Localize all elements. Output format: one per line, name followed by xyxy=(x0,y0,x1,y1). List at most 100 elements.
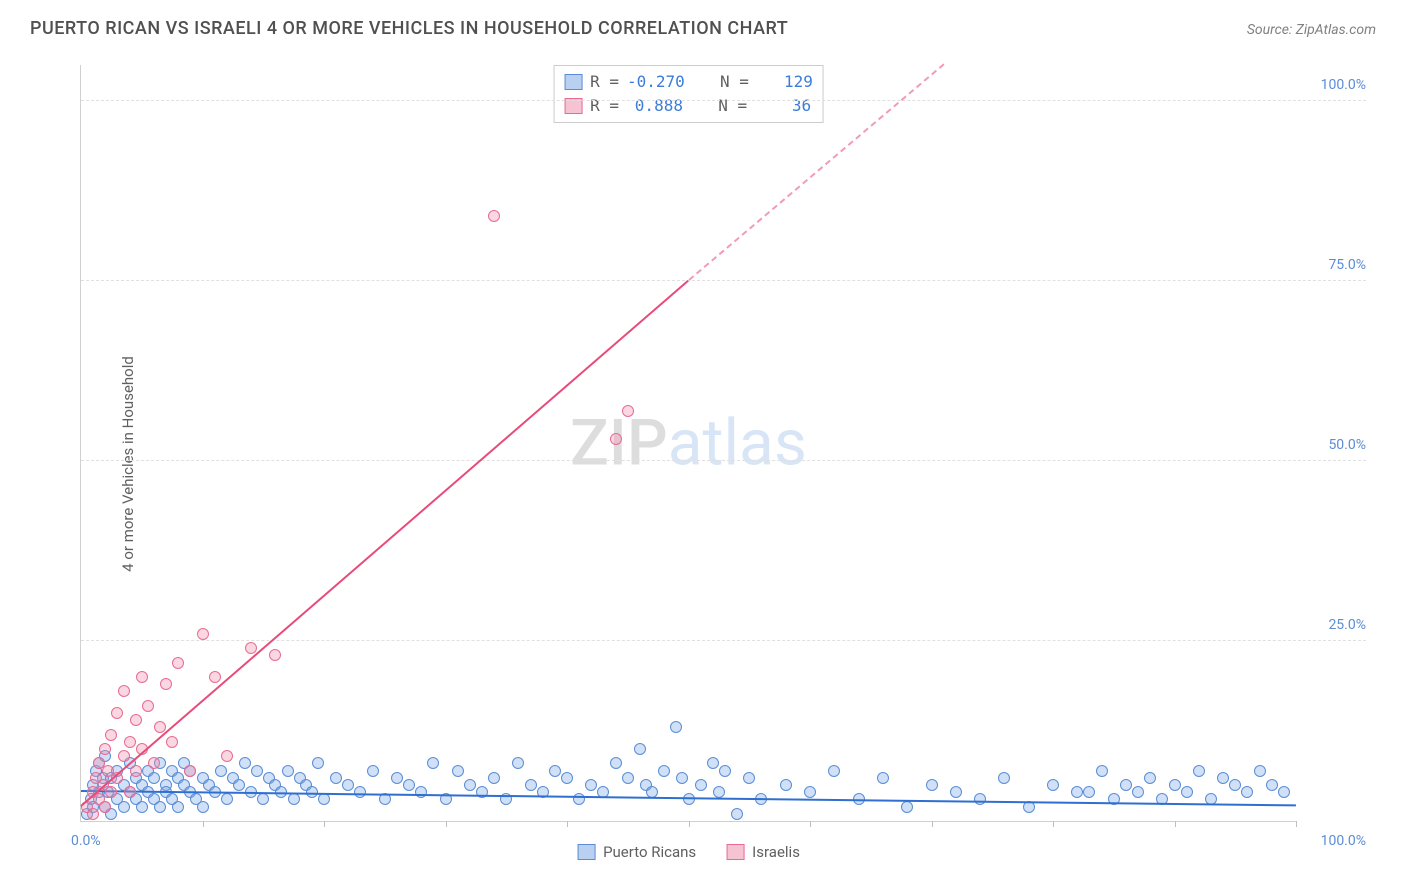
data-point xyxy=(342,779,354,791)
data-point xyxy=(1132,786,1144,798)
data-point xyxy=(622,772,634,784)
data-point xyxy=(780,779,792,791)
data-point xyxy=(148,772,160,784)
data-point xyxy=(974,793,986,805)
data-point xyxy=(403,779,415,791)
data-point xyxy=(221,793,233,805)
y-tick-label: 50.0% xyxy=(1306,437,1366,453)
data-point xyxy=(525,779,537,791)
data-point xyxy=(1083,786,1095,798)
data-point xyxy=(197,628,209,640)
data-point xyxy=(160,678,172,690)
data-point xyxy=(136,671,148,683)
trend-line xyxy=(80,279,689,806)
series-swatch xyxy=(577,844,595,860)
gridline xyxy=(81,460,1366,461)
series-swatch xyxy=(726,844,744,860)
data-point xyxy=(209,671,221,683)
data-point xyxy=(634,743,646,755)
data-point xyxy=(683,793,695,805)
data-point xyxy=(585,779,597,791)
data-point xyxy=(676,772,688,784)
data-point xyxy=(1096,765,1108,777)
data-point xyxy=(707,757,719,769)
data-point xyxy=(998,772,1010,784)
data-point xyxy=(1071,786,1083,798)
n-value: 36 xyxy=(755,94,811,118)
data-point xyxy=(1120,779,1132,791)
gridline xyxy=(81,100,1366,101)
data-point xyxy=(549,765,561,777)
x-axis-origin-label: 0.0% xyxy=(71,833,101,849)
data-point xyxy=(330,772,342,784)
data-point xyxy=(118,750,130,762)
n-label: N = xyxy=(720,70,749,94)
data-point xyxy=(130,765,142,777)
stats-row: R =0.888 N =36 xyxy=(564,94,813,118)
series-legend: Puerto RicansIsraelis xyxy=(577,843,800,861)
data-point xyxy=(118,685,130,697)
data-point xyxy=(221,750,233,762)
x-axis-max-label: 100.0% xyxy=(1306,833,1366,849)
data-point xyxy=(488,772,500,784)
data-point xyxy=(130,714,142,726)
y-tick-label: 100.0% xyxy=(1306,77,1366,93)
data-point xyxy=(713,786,725,798)
data-point xyxy=(239,757,251,769)
data-point xyxy=(828,765,840,777)
data-point xyxy=(312,757,324,769)
x-tick xyxy=(203,821,204,827)
data-point xyxy=(166,736,178,748)
data-point xyxy=(99,743,111,755)
data-point xyxy=(105,729,117,741)
correlation-stats-box: R =-0.270 N =129R =0.888 N =36 xyxy=(553,65,824,123)
data-point xyxy=(658,765,670,777)
data-point xyxy=(215,765,227,777)
data-point xyxy=(288,793,300,805)
r-label: R = xyxy=(590,70,619,94)
data-point xyxy=(452,765,464,777)
data-point xyxy=(172,657,184,669)
data-point xyxy=(136,801,148,813)
data-point xyxy=(318,793,330,805)
y-tick-label: 25.0% xyxy=(1306,617,1366,633)
data-point xyxy=(488,210,500,222)
data-point xyxy=(269,649,281,661)
data-point xyxy=(251,765,263,777)
x-tick xyxy=(1053,821,1054,827)
data-point xyxy=(282,765,294,777)
data-point xyxy=(415,786,427,798)
data-point xyxy=(124,736,136,748)
data-point xyxy=(622,405,634,417)
data-point xyxy=(87,808,99,820)
header: PUERTO RICAN VS ISRAELI 4 OR MORE VEHICL… xyxy=(0,0,1406,47)
data-point xyxy=(148,757,160,769)
data-point xyxy=(99,801,111,813)
data-point xyxy=(950,786,962,798)
data-point xyxy=(1181,786,1193,798)
data-point xyxy=(743,772,755,784)
n-value: 129 xyxy=(757,70,813,94)
y-tick-label: 75.0% xyxy=(1306,257,1366,273)
data-point xyxy=(367,765,379,777)
data-point xyxy=(512,757,524,769)
data-point xyxy=(695,779,707,791)
data-point xyxy=(1047,779,1059,791)
legend-series-name: Israelis xyxy=(752,843,800,861)
data-point xyxy=(124,786,136,798)
data-point xyxy=(719,765,731,777)
data-point xyxy=(154,801,166,813)
data-point xyxy=(877,772,889,784)
data-point xyxy=(804,786,816,798)
data-point xyxy=(111,707,123,719)
data-point xyxy=(670,721,682,733)
data-point xyxy=(354,786,366,798)
data-point xyxy=(233,779,245,791)
legend-item: Israelis xyxy=(726,843,800,861)
x-tick xyxy=(932,821,933,827)
chart-title: PUERTO RICAN VS ISRAELI 4 OR MORE VEHICL… xyxy=(30,18,788,39)
data-point xyxy=(105,786,117,798)
x-tick xyxy=(446,821,447,827)
data-point xyxy=(901,801,913,813)
data-point xyxy=(610,757,622,769)
